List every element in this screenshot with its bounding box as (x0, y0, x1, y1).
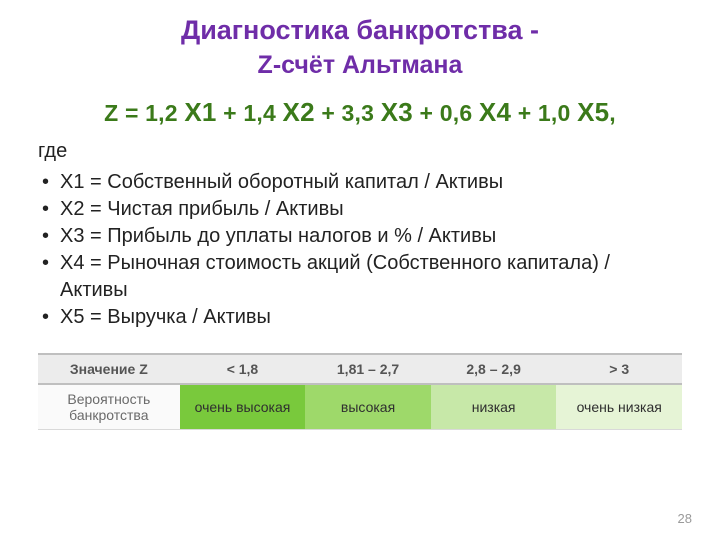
table-row: Вероятность банкротства очень высокая вы… (38, 384, 682, 430)
title-line-2: Z-счёт Альтмана (38, 50, 682, 81)
formula-term-2-plus: + (315, 100, 342, 126)
z-formula: Z = 1,2 Х1 + 1,4 Х2 + 3,3 Х3 + 0,6 Х4 + … (38, 97, 682, 128)
formula-term-1-var: Х2 (283, 97, 315, 127)
prob-cell-1: очень высокая (180, 384, 306, 430)
definition-item: Х5 = Выручка / Активы (38, 304, 682, 331)
formula-term-4-plus: + (511, 100, 538, 126)
formula-term-2-var: Х3 (381, 97, 413, 127)
header-z-label: Значение Z (38, 354, 180, 384)
formula-suffix: , (609, 100, 616, 126)
where-label: где (38, 140, 682, 163)
slide: Диагностика банкротства - Z-счёт Альтман… (0, 0, 720, 540)
formula-term-1-coef: 1,4 (243, 100, 282, 126)
formula-term-3-coef: 0,6 (440, 100, 479, 126)
formula-prefix: Z = (104, 100, 145, 126)
header-range-1: < 1,8 (180, 354, 306, 384)
definition-item: Х4 = Рыночная стоимость акций (Собственн… (38, 250, 682, 304)
prob-cell-2: высокая (305, 384, 431, 430)
z-table: Значение Z < 1,8 1,81 – 2,7 2,8 – 2,9 > … (38, 353, 682, 430)
formula-term-4-coef: 1,0 (538, 100, 577, 126)
formula-term-3-plus: + (413, 100, 440, 126)
definition-item: Х2 = Чистая прибыль / Активы (38, 196, 682, 223)
row-label-probability: Вероятность банкротства (38, 384, 180, 430)
header-range-4: > 3 (556, 354, 682, 384)
probability-table: Значение Z < 1,8 1,81 – 2,7 2,8 – 2,9 > … (38, 353, 682, 430)
formula-term-0-var: Х1 (184, 97, 216, 127)
formula-term-2-coef: 3,3 (342, 100, 381, 126)
definitions-list: Х1 = Собственный оборотный капитал / Акт… (38, 169, 682, 331)
slide-title: Диагностика банкротства - Z-счёт Альтман… (38, 14, 682, 81)
formula-term-1-plus: + (217, 100, 244, 126)
prob-cell-4: очень низкая (556, 384, 682, 430)
page-number: 28 (678, 511, 692, 526)
title-line-1: Диагностика банкротства - (38, 14, 682, 48)
header-range-3: 2,8 – 2,9 (431, 354, 557, 384)
prob-cell-3: низкая (431, 384, 557, 430)
formula-term-4-var: Х5 (577, 97, 609, 127)
definition-item: Х1 = Собственный оборотный капитал / Акт… (38, 169, 682, 196)
formula-term-3-var: Х4 (479, 97, 511, 127)
table-header-row: Значение Z < 1,8 1,81 – 2,7 2,8 – 2,9 > … (38, 354, 682, 384)
formula-term-0-coef: 1,2 (145, 100, 184, 126)
definition-item: Х3 = Прибыль до уплаты налогов и % / Акт… (38, 223, 682, 250)
header-range-2: 1,81 – 2,7 (305, 354, 431, 384)
